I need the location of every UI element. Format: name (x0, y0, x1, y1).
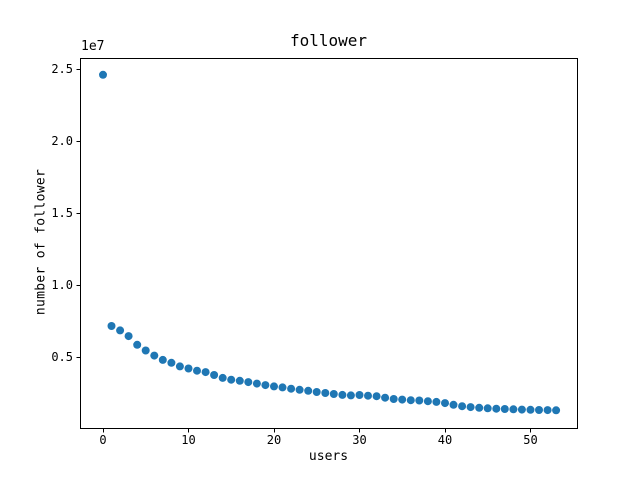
data-point (252, 379, 261, 388)
data-point (244, 378, 253, 387)
y-axis-offset-text: 1e7 (81, 39, 105, 54)
y-tick-label: 2.5 (51, 62, 73, 76)
data-point (321, 389, 330, 397)
data-point (372, 392, 381, 401)
data-point (175, 362, 184, 371)
data-point (346, 391, 355, 400)
data-point (458, 402, 467, 411)
data-point (517, 405, 526, 414)
data-point (543, 406, 552, 415)
data-point (535, 406, 543, 414)
data-point (141, 346, 150, 355)
x-tick-label: 40 (438, 433, 452, 447)
data-point (509, 405, 518, 414)
data-point (389, 395, 398, 403)
x-tick-label: 50 (523, 433, 537, 447)
data-point (287, 384, 296, 393)
x-axis-label: users (308, 449, 349, 464)
data-point (99, 70, 107, 79)
data-point (158, 355, 167, 364)
data-point (261, 381, 270, 390)
data-point (432, 397, 441, 406)
data-point (398, 395, 407, 404)
x-tick-label: 20 (267, 433, 281, 447)
x-tick-label: 0 (99, 433, 106, 447)
data-point (415, 396, 424, 405)
data-point (227, 375, 236, 384)
data-point (210, 371, 219, 379)
data-point (526, 405, 535, 414)
data-point (270, 382, 278, 391)
y-tick-label: 2.0 (51, 134, 73, 148)
x-tick-label: 30 (352, 433, 366, 447)
data-point (107, 322, 116, 330)
data-point (475, 403, 484, 412)
data-point (235, 376, 244, 385)
data-point (184, 364, 193, 373)
chart-title: follower (289, 31, 368, 50)
data-point (201, 368, 210, 377)
data-point (449, 400, 458, 409)
data-point (304, 386, 313, 395)
data-point (423, 397, 432, 406)
data-point (355, 391, 364, 399)
y-tick-label: 1.5 (51, 206, 73, 220)
data-point (329, 390, 338, 398)
axes-spines (80, 58, 578, 429)
data-point (312, 388, 321, 396)
data-point (218, 373, 227, 382)
data-point (406, 396, 415, 405)
data-point (278, 383, 287, 392)
data-point (167, 358, 176, 367)
data-point (124, 332, 133, 341)
y-tick-label: 0.5 (51, 350, 73, 364)
data-point (552, 406, 561, 415)
y-tick-label: 1.0 (51, 278, 73, 292)
data-point (500, 405, 509, 413)
data-point (338, 390, 347, 399)
data-point (466, 403, 475, 412)
data-point (150, 351, 159, 360)
data-point (492, 404, 501, 413)
x-tick-label: 10 (181, 433, 195, 447)
data-point (295, 385, 304, 394)
data-point (364, 391, 372, 400)
data-point (381, 393, 390, 402)
data-point (483, 404, 492, 413)
data-point (116, 326, 125, 335)
data-point (133, 340, 142, 349)
data-point (193, 366, 201, 375)
data-point (441, 399, 449, 408)
